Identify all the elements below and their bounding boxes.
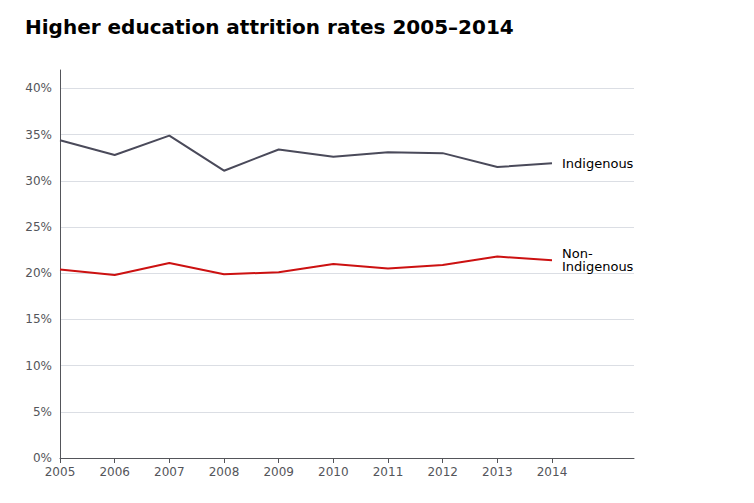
svg-text:Higher education attrition rat: Higher education attrition rates 2005–20… [25,15,514,39]
svg-text:Indigenous: Indigenous [562,156,634,171]
svg-text:2006: 2006 [99,465,130,479]
svg-text:2013: 2013 [482,465,513,479]
svg-text:2005: 2005 [45,465,76,479]
svg-text:2014: 2014 [537,465,568,479]
svg-text:2012: 2012 [427,465,458,479]
svg-text:2010: 2010 [318,465,349,479]
svg-text:15%: 15% [25,312,52,326]
svg-text:2011: 2011 [373,465,404,479]
svg-text:2007: 2007 [154,465,185,479]
svg-text:10%: 10% [25,359,52,373]
svg-text:Indigenous: Indigenous [562,259,634,274]
svg-text:30%: 30% [25,174,52,188]
svg-text:40%: 40% [25,81,52,95]
svg-text:2008: 2008 [209,465,240,479]
svg-text:25%: 25% [25,220,52,234]
svg-text:20%: 20% [25,266,52,280]
svg-text:0%: 0% [33,451,52,465]
svg-text:35%: 35% [25,128,52,142]
svg-text:5%: 5% [33,405,52,419]
svg-text:Non-: Non- [562,246,593,262]
svg-text:2009: 2009 [263,465,294,479]
